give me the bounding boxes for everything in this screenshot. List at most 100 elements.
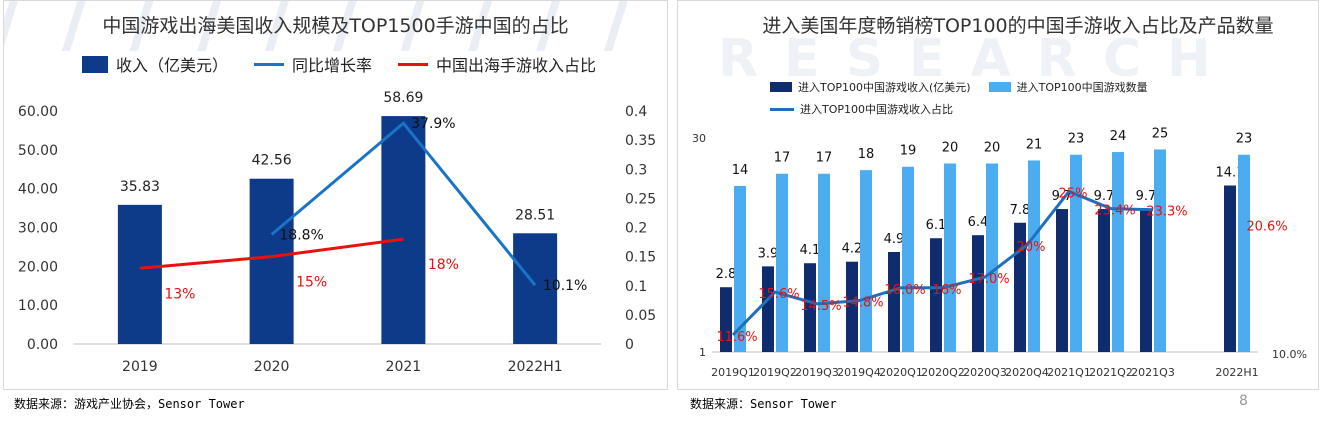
top100-revenue-bar	[1140, 209, 1152, 352]
revenue-bar	[249, 178, 294, 344]
y-left-tick-label: 30	[692, 132, 706, 145]
right-chart-legend: 进入TOP100中国游戏收入(亿美元) 进入TOP100中国游戏数量 进入TOP…	[770, 79, 1240, 117]
top100-count-label: 17	[774, 151, 791, 166]
top100-count-label: 24	[1110, 129, 1127, 144]
top100-revenue-bar	[1098, 209, 1110, 352]
top100-revenue-label: 4.1	[800, 243, 821, 258]
y-right-tick-label: 0.35	[625, 133, 656, 149]
y-right-tick-label: 0.3	[625, 162, 647, 178]
left-chart-source: 数据来源：游戏产业协会，Sensor Tower	[14, 397, 245, 411]
revenue-data-label: 42.56	[252, 153, 292, 169]
top100-share-label: 15.6%	[758, 287, 799, 302]
top100-revenue-label: 4.2	[842, 242, 863, 257]
y-right-tick-label: 10.0%	[1272, 348, 1307, 361]
y-right-tick-label: 0.05	[625, 308, 656, 324]
top100-revenue-label: 6.1	[926, 218, 947, 233]
x-tick-label: 2019	[122, 359, 158, 375]
overseas-share-line	[139, 237, 404, 270]
revenue-bar	[381, 116, 426, 345]
legend-item-share: 中国出海手游收入占比	[398, 52, 596, 76]
x-tick-label: 2019Q3	[795, 366, 839, 379]
yoy-data-label: 10.1%	[543, 278, 587, 294]
top100-count-label: 14	[732, 163, 749, 178]
y-right-tick-label: 0.4	[625, 104, 647, 120]
legend-item-yoy: 同比增长率	[254, 52, 372, 76]
x-tick-label: 2020Q1	[879, 366, 923, 379]
top100-count-label: 19	[900, 144, 917, 159]
top100-revenue-label: 7.8	[1010, 203, 1031, 218]
x-tick-label: 2021Q3	[1131, 366, 1175, 379]
revenue-bar	[117, 204, 162, 344]
top100-revenue-bar	[846, 261, 858, 352]
right-chart-panel: RESEARCH 进入美国年度畅销榜TOP100的中国手游收入占比及产品数量 进…	[677, 0, 1319, 390]
top100-revenue-bar	[930, 238, 942, 352]
top100-revenue-label: 4.9	[884, 232, 905, 247]
revenue-data-label: 28.51	[515, 207, 555, 223]
legend-swatch-top100-share	[770, 107, 794, 111]
x-tick-label: 2021Q2	[1089, 366, 1133, 379]
y-left-tick-label: 1	[699, 346, 706, 359]
x-tick-label: 2019Q2	[753, 366, 797, 379]
x-tick-label: 2022H1	[508, 359, 563, 375]
top100-count-label: 20	[984, 141, 1001, 156]
top100-count-label: 18	[858, 147, 875, 162]
yoy-data-label: 37.9%	[411, 116, 455, 132]
top100-count-label: 23	[1236, 132, 1253, 147]
top100-count-bar	[734, 185, 746, 352]
right-chart-source: 数据来源：Sensor Tower	[690, 397, 837, 411]
y-right-tick-label: 0.2	[625, 221, 647, 237]
top100-share-label: 11.6%	[716, 330, 757, 345]
top100-revenue-label: 14.1	[1216, 166, 1245, 181]
top100-count-bar	[1238, 154, 1250, 352]
top100-count-bar	[944, 163, 956, 352]
top100-revenue-bar	[720, 287, 732, 352]
x-tick-label: 2020	[254, 359, 290, 375]
y-left-tick-label: 10.00	[18, 298, 58, 314]
x-tick-label: 2020Q3	[963, 366, 1007, 379]
y-left-tick-label: 50.00	[18, 143, 58, 159]
top100-count-label: 25	[1152, 126, 1169, 141]
revenue-bar	[513, 233, 558, 344]
legend-label-revenue: 收入（亿美元）	[116, 56, 229, 75]
top100-share-label: 14.8%	[842, 296, 883, 311]
top100-share-line	[731, 189, 1154, 336]
legend-label-share: 中国出海手游收入占比	[436, 56, 597, 75]
top100-count-bar	[776, 173, 788, 352]
top100-count-bar	[986, 163, 998, 352]
share-data-label: 13%	[164, 286, 195, 302]
top100-revenue-label: 2.8	[716, 267, 737, 282]
top100-revenue-bar	[1224, 185, 1236, 352]
y-right-tick-label: 0.15	[625, 250, 656, 266]
top100-revenue-label: 3.9	[758, 246, 779, 261]
top100-revenue-label: 9.7	[1094, 189, 1115, 204]
top100-revenue-bar	[972, 235, 984, 352]
x-tick-label: 2019Q1	[711, 366, 755, 379]
top100-share-label: 16.0%	[884, 283, 925, 298]
left-chart-legend: 收入（亿美元） 同比增长率 中国出海手游收入占比	[82, 52, 596, 76]
top100-share-label: 25%	[1059, 187, 1088, 202]
top100-count-bar	[1112, 152, 1124, 352]
yoy-growth-line	[270, 121, 537, 287]
legend-swatch-share	[398, 62, 429, 66]
right-chart-title: 进入美国年度畅销榜TOP100的中国手游收入占比及产品数量	[762, 15, 1274, 37]
legend-item-top100-revenue: 进入TOP100中国游戏收入(亿美元)	[770, 79, 971, 95]
top100-count-label: 17	[816, 151, 833, 166]
left-chart-plot: 0.00 10.00 20.00 30.00 40.00 50.00 60.00 0 0.05 0…	[18, 90, 656, 375]
legend-swatch-yoy	[254, 62, 285, 66]
y-left-tick-label: 20.00	[18, 259, 58, 275]
y-right-tick-label: 0.1	[625, 279, 647, 295]
y-right-tick-label: 0.25	[625, 191, 656, 207]
top100-revenue-label: 6.4	[968, 215, 989, 230]
x-tick-label: 2021	[386, 359, 422, 375]
legend-label-yoy: 同比增长率	[292, 56, 373, 75]
top100-revenue-bar	[888, 252, 900, 352]
top100-revenue-bar	[804, 263, 816, 352]
x-tick-label: 2020Q4	[1005, 366, 1049, 379]
legend-swatch-top100-count	[988, 82, 1011, 92]
top100-count-bar	[1070, 154, 1082, 352]
y-left-tick-label: 30.00	[18, 221, 58, 237]
top100-count-bar	[1154, 149, 1166, 352]
left-chart-panel: /////////// 中国游戏出海美国收入规模及TOP1500手游中国的占比 …	[3, 0, 668, 390]
legend-label-top100-count: 进入TOP100中国游戏数量	[1016, 81, 1148, 94]
x-tick-label: 2019Q4	[837, 366, 881, 379]
